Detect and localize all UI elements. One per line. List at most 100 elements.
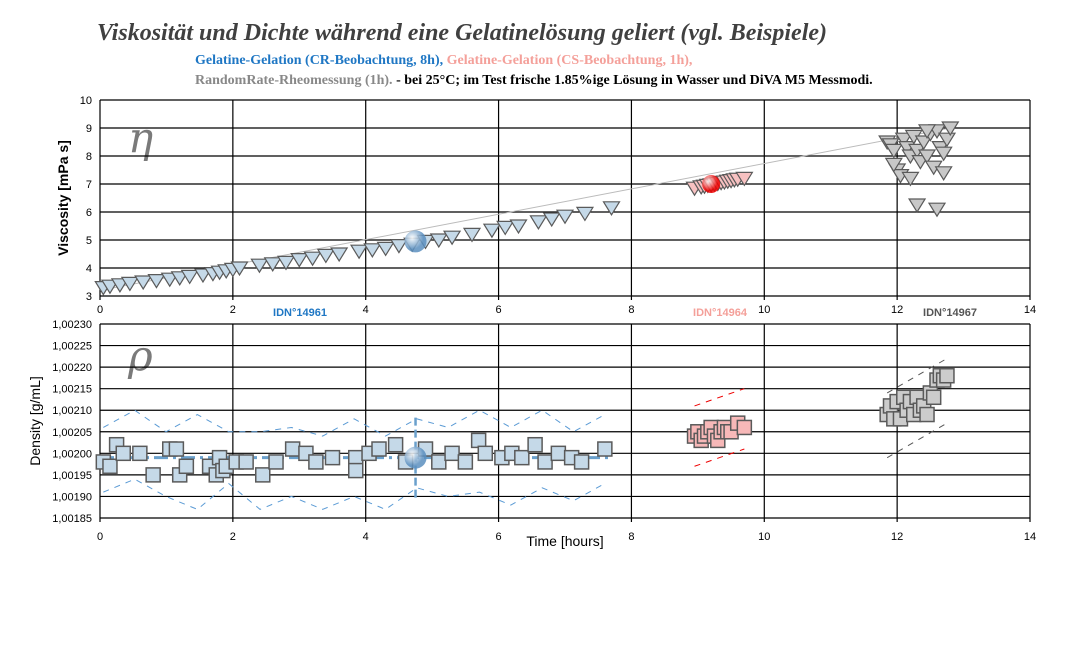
data-point-cr [575,206,595,222]
data-point-cr [537,454,553,470]
confidence-band-upper [694,388,745,407]
data-point-cr [290,253,309,268]
data-point-cr [263,257,282,272]
data-point-rr [901,171,920,187]
data-point-cr [482,223,502,239]
data-point-cr [134,275,153,291]
y-tick-label: 1,00195 [52,470,92,482]
legend-rr: RandomRate-Rheomessung (1h). [195,73,393,88]
y-tick-label: 8 [86,151,92,163]
y-tick-label: 1,00210 [52,405,92,417]
data-point-cs [735,171,754,187]
data-point-cr [132,445,148,462]
data-point-rr [894,132,913,148]
x-tick-label: 10 [758,304,770,316]
rho-symbol: ρ [127,331,153,380]
y-tick-label: 4 [86,263,92,275]
data-point-cr [542,212,561,228]
data-point-cr [529,215,548,230]
data-point-cr [284,441,301,457]
y-tick-label: 1,00190 [52,491,92,503]
legend-cr: Gelatine-Gelation (CR-Beobachtung, 8h), [195,53,444,68]
data-point-cr [330,247,349,263]
data-point-cr [160,272,179,288]
data-point-cr [170,271,189,286]
x-tick-label: 14 [1024,531,1036,543]
x-tick-label: 10 [758,531,770,543]
data-point-cr [349,244,369,260]
y-tick-label: 10 [80,95,92,107]
y-tick-label: 1,00230 [52,319,92,331]
subtitle-line-2: RandomRate-Rheomessung (1h). - bei 25°C;… [195,73,873,89]
data-point-cr [316,248,335,264]
y-tick-label: 1,00200 [52,448,92,460]
data-point-cr [268,454,284,470]
centroid-marker-cr [404,230,427,253]
data-point-cr [496,220,515,236]
data-point-rr [934,166,953,181]
x-tick-label: 4 [363,531,369,543]
data-point-cr [431,454,447,470]
data-point-cr [102,458,118,475]
data-point-cr [363,243,382,258]
data-point-cr [387,436,404,453]
data-point-cr [120,276,139,292]
x-tick-label: 2 [230,304,236,316]
confidence-band-upper [103,409,606,437]
data-point-cr [145,467,161,483]
y-tick-label: 1,00205 [52,427,92,439]
eta-symbol: η [128,113,153,162]
data-point-cr [115,445,131,462]
y-tick-label: 5 [86,235,92,247]
data-point-cr [371,441,387,457]
data-point-cr [550,445,567,462]
data-point-cr [250,258,269,274]
chart-title: Viskosität und Dichte während eine Gelat… [97,20,828,46]
data-point-cr [514,449,530,466]
x-tick-label: 14 [1024,304,1036,316]
data-point-cr [324,449,341,466]
data-point-cr [602,201,621,216]
legend-cs: Gelatine-Gelation (CS-Beobachtung, 1h), [446,53,693,68]
data-point-cr [509,219,528,235]
x-tick-label: 8 [628,304,634,316]
x-tick-label: 12 [891,304,903,316]
y-tick-label: 1,00225 [52,341,92,353]
x-tick-label: 8 [628,531,634,543]
data-point-cr [178,458,195,475]
viscosity-axis-label: Viscosity [mPa s] [55,140,71,256]
data-point-cr [230,261,249,277]
data-point-cr [308,454,324,470]
confidence-band-lower [886,422,948,459]
x-tick-label: 6 [496,304,502,316]
density-axis-label: Density [g/mL] [27,376,43,465]
data-point-rr [937,132,957,148]
data-point-cr [457,454,474,470]
centroid-marker-cs [702,175,721,193]
data-point-rr [927,202,947,218]
confidence-band-lower [694,448,745,467]
data-point-cr [180,269,199,285]
subtitle-note: - bei 25°C; im Test frische 1.85%ige Lös… [396,73,873,88]
data-point-rr [925,389,942,406]
idn-rr-label: IDN°14967 [923,307,977,319]
data-point-cr [303,251,322,267]
x-tick-label: 0 [97,531,103,543]
data-point-rr [939,367,955,384]
data-point-rr [884,157,903,173]
data-point-cr [389,239,409,254]
y-tick-label: 6 [86,207,92,219]
data-point-rr [934,146,953,162]
data-point-rr [919,406,935,423]
data-point-cr [477,445,494,462]
data-point-rr [917,124,937,139]
data-point-cr [348,449,364,466]
data-point-cr [555,209,575,225]
y-tick-label: 1,00220 [52,362,92,374]
x-tick-label: 4 [363,304,369,316]
data-point-cr [110,278,130,293]
time-axis-label: Time [hours] [526,533,603,549]
data-point-cr [527,436,543,453]
data-point-cr [238,454,254,470]
